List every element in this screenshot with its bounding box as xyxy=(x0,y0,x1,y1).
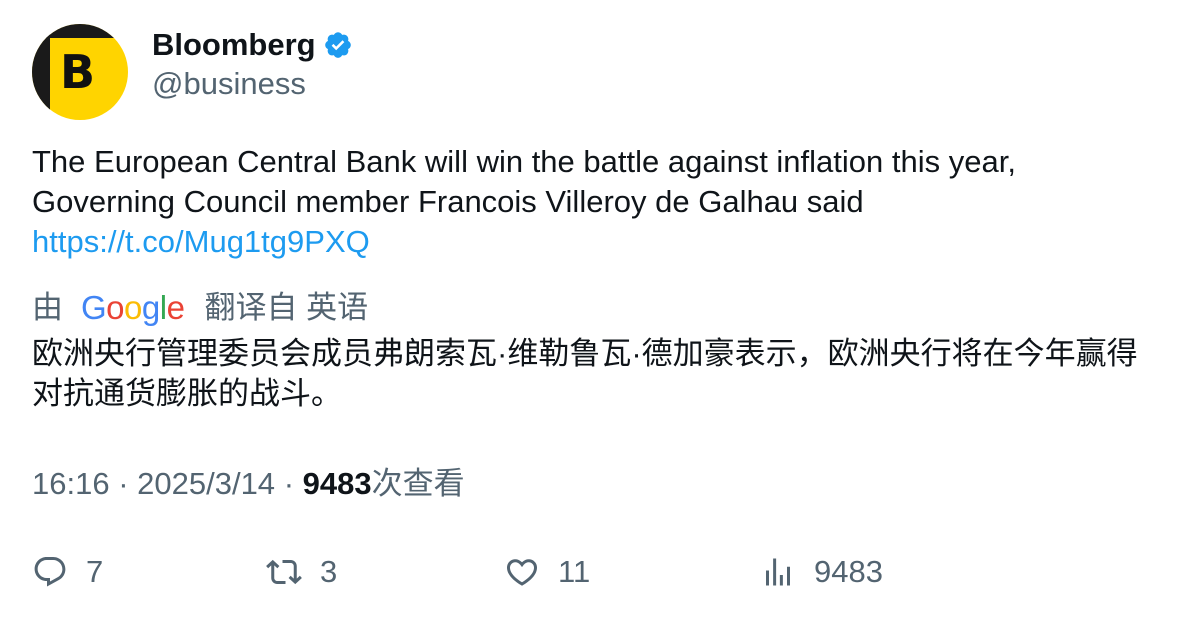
google-letter-e: e xyxy=(166,289,185,326)
meta-separator: · xyxy=(283,466,303,501)
name-row: Bloomberg xyxy=(152,26,353,64)
translated-text: 欧洲央行管理委员会成员弗朗索瓦·维勒鲁瓦·德加豪表示，欧洲央行将在今年赢得对抗通… xyxy=(32,336,1138,411)
google-letter-g: G xyxy=(81,289,107,326)
translation-prefix: 由 xyxy=(32,290,63,325)
translation-suffix: 翻译自 英语 xyxy=(204,290,369,325)
like-count: 11 xyxy=(558,554,591,589)
google-logo: G o o g l e xyxy=(81,288,185,328)
reply-icon xyxy=(34,557,66,587)
tweet-header: B Bloomberg @business xyxy=(32,24,1162,120)
tweet-text: The European Central Bank will win the b… xyxy=(32,142,1162,262)
retweet-button[interactable]: 3 xyxy=(266,552,337,592)
action-bar: 7 3 11 9483 xyxy=(32,552,1162,592)
tweet-time[interactable]: 16:16 xyxy=(32,466,110,501)
handle[interactable]: @business xyxy=(152,66,306,101)
retweet-icon xyxy=(266,559,302,585)
author-names: Bloomberg @business xyxy=(152,26,353,104)
google-letter-g2: g xyxy=(141,289,160,326)
views-button[interactable]: 9483 xyxy=(760,552,883,592)
translation-attribution: 由 G o o g l e 翻译自 英语 xyxy=(32,288,1162,328)
tweet-date[interactable]: 2025/3/14 xyxy=(137,466,276,501)
meta-separator: · xyxy=(118,466,138,501)
views-label: 次查看 xyxy=(371,466,465,501)
views-action-count: 9483 xyxy=(814,554,883,589)
tweet-text-line-1: The European Central Bank will win the b… xyxy=(32,144,1016,179)
like-button[interactable]: 11 xyxy=(504,552,590,592)
google-letter-l: l xyxy=(159,289,167,326)
avatar-dark-edge xyxy=(32,24,50,120)
tweet-link[interactable]: https://t.co/Mug1tg9PXQ xyxy=(32,224,370,259)
avatar-letter: B xyxy=(60,45,96,99)
views-chart-icon xyxy=(766,558,790,586)
tweet-text-line-2: Governing Council member Francois Viller… xyxy=(32,184,864,219)
retweet-count: 3 xyxy=(320,554,338,589)
tweet: B Bloomberg @business The European Centr… xyxy=(32,24,1162,504)
display-name[interactable]: Bloomberg xyxy=(152,27,316,62)
avatar[interactable]: B xyxy=(32,24,128,120)
heart-icon xyxy=(506,559,538,586)
verified-badge-icon[interactable] xyxy=(323,30,353,60)
tweet-meta: 16:16 · 2025/3/14 · 9483次查看 xyxy=(32,464,1162,504)
reply-count: 7 xyxy=(86,554,104,589)
avatar-dark-top-edge xyxy=(32,24,128,38)
views-count: 9483 xyxy=(302,466,372,501)
reply-button[interactable]: 7 xyxy=(32,552,103,592)
google-letter-o2: o xyxy=(124,289,142,326)
google-letter-o1: o xyxy=(106,289,125,326)
